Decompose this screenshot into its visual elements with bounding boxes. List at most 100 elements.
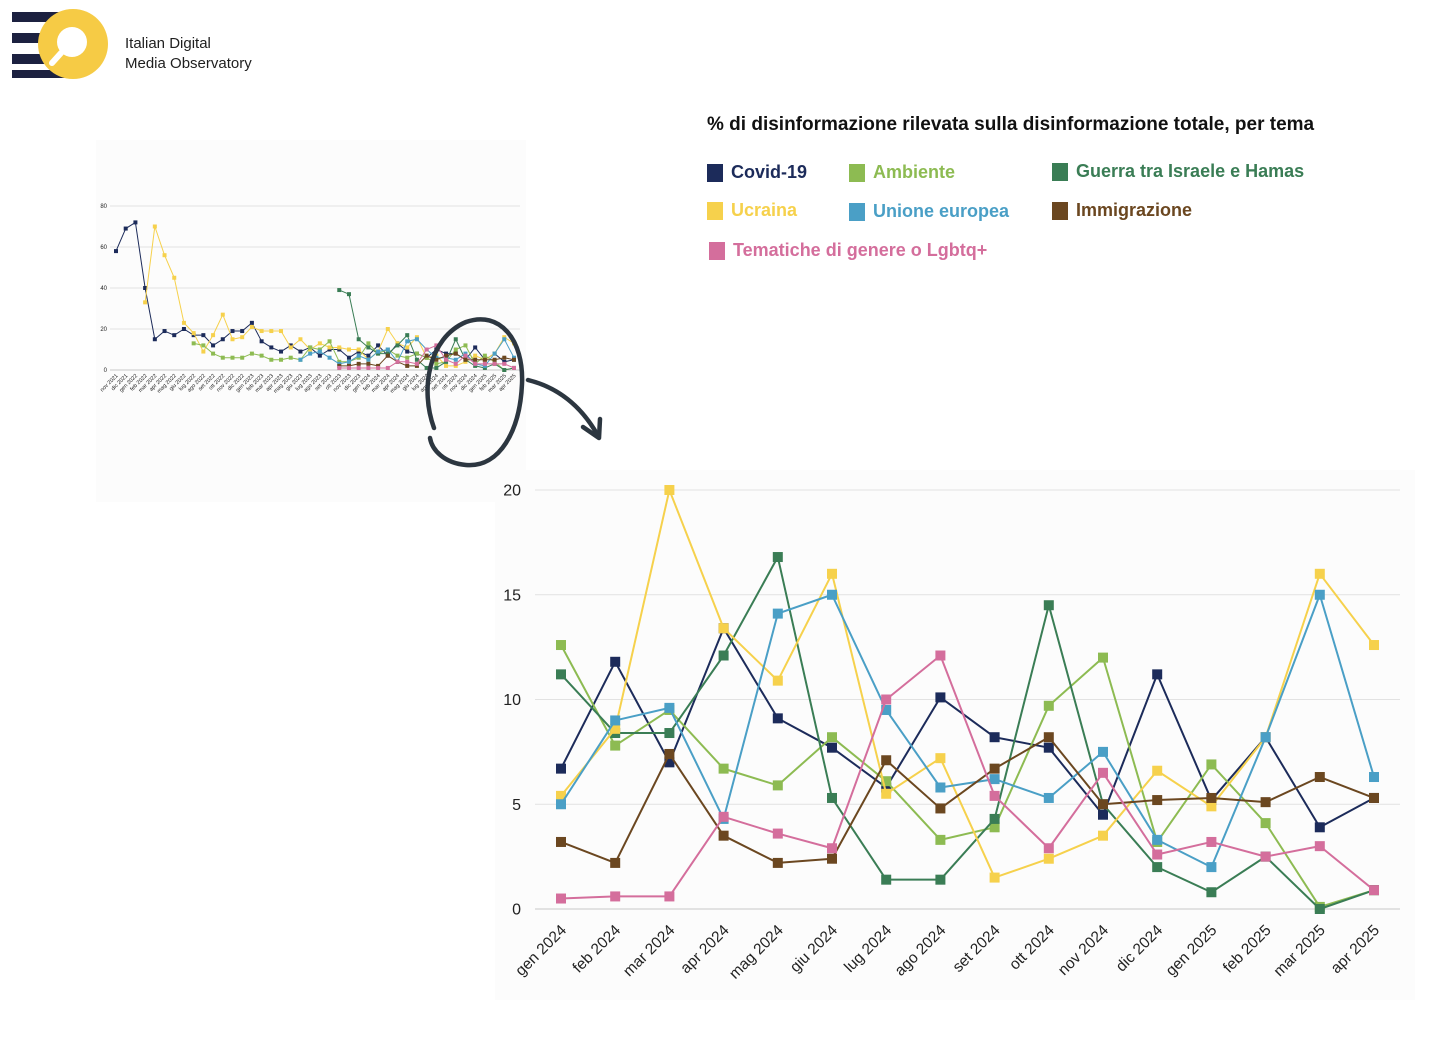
data-point — [143, 300, 148, 305]
data-point — [424, 353, 429, 358]
data-point — [327, 339, 332, 344]
series-line — [193, 340, 515, 371]
y-tick-label: 40 — [100, 286, 107, 292]
data-point — [482, 357, 487, 362]
data-point — [664, 485, 675, 495]
data-point — [162, 329, 167, 334]
data-point — [356, 337, 361, 342]
data-point — [444, 363, 449, 368]
y-tick-label: 0 — [512, 902, 521, 919]
data-point — [989, 813, 1000, 824]
data-point — [249, 320, 254, 325]
data-point — [414, 357, 419, 362]
data-point — [414, 361, 419, 366]
data-point — [772, 675, 783, 686]
legend-item-immigrazione: Immigrazione — [1052, 200, 1192, 221]
data-point — [191, 333, 196, 338]
y-tick-label: 20 — [100, 327, 107, 333]
data-point — [935, 650, 946, 661]
data-point — [664, 748, 675, 759]
data-point — [317, 349, 322, 354]
data-point — [556, 640, 566, 651]
data-point — [881, 874, 892, 885]
data-point — [1369, 640, 1379, 651]
data-point — [610, 857, 621, 868]
data-point — [772, 608, 783, 619]
data-point — [1043, 742, 1054, 753]
data-point — [664, 757, 675, 768]
data-point — [827, 732, 837, 743]
data-point — [664, 702, 675, 713]
data-point — [1314, 772, 1325, 783]
data-point — [395, 341, 400, 346]
data-point — [269, 329, 274, 334]
data-point — [385, 351, 390, 356]
series-tematiche-di-genere-o-lgbtq- — [337, 343, 516, 370]
data-point — [1206, 801, 1217, 812]
data-point — [279, 357, 284, 362]
data-point — [172, 333, 177, 338]
data-point — [346, 347, 351, 352]
data-point — [473, 357, 478, 362]
data-point — [1260, 797, 1271, 808]
data-point — [356, 355, 361, 360]
data-point — [473, 363, 478, 368]
data-point — [230, 329, 235, 334]
data-point — [881, 776, 892, 787]
data-point — [434, 355, 439, 360]
data-point — [881, 788, 892, 799]
data-point — [718, 830, 729, 841]
data-point — [1043, 792, 1054, 803]
data-point — [414, 363, 419, 368]
data-point — [337, 347, 342, 352]
data-point — [346, 359, 351, 364]
data-point — [414, 351, 419, 356]
data-point — [434, 361, 439, 366]
data-point — [610, 740, 621, 751]
data-point — [482, 361, 487, 366]
data-point — [556, 799, 566, 810]
data-point — [556, 836, 566, 847]
data-point — [610, 723, 621, 734]
data-point — [881, 755, 892, 766]
legend-item-genere: Tematiche di genere o Lgbtq+ — [709, 240, 987, 261]
data-point — [772, 780, 783, 791]
data-point — [463, 353, 468, 358]
data-point — [298, 337, 303, 342]
data-point — [162, 253, 167, 258]
data-point — [453, 361, 458, 366]
data-point — [453, 347, 458, 352]
data-point — [463, 343, 468, 348]
data-point — [1314, 822, 1325, 833]
data-point — [279, 329, 284, 334]
data-point — [1152, 849, 1163, 860]
data-point — [424, 355, 429, 360]
data-point — [1098, 652, 1108, 663]
data-point — [211, 351, 216, 356]
data-point — [337, 365, 342, 370]
data-point — [512, 365, 516, 370]
data-point — [556, 893, 566, 904]
logo-line-1: Italian Digital — [125, 35, 211, 52]
data-point — [556, 790, 566, 801]
data-point — [718, 811, 729, 822]
ido-logo: Italian Digital Media Observatory — [10, 8, 260, 80]
data-point — [337, 288, 342, 293]
data-point — [376, 363, 381, 368]
data-point — [288, 343, 293, 348]
data-point — [1152, 795, 1163, 806]
legend-swatch — [1052, 162, 1068, 181]
data-point — [424, 365, 429, 370]
data-point — [881, 704, 892, 715]
data-point — [1043, 700, 1054, 711]
data-point — [718, 650, 729, 661]
data-point — [1369, 772, 1379, 783]
data-point — [405, 363, 410, 368]
data-point — [395, 343, 400, 348]
series-line — [560, 736, 1375, 864]
legend-item-ambiente: Ambiente — [849, 162, 955, 183]
data-point — [405, 345, 410, 350]
data-point — [935, 834, 946, 845]
